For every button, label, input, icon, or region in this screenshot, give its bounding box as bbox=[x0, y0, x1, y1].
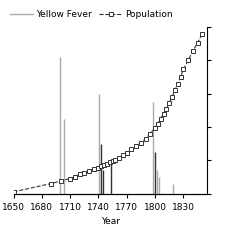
Legend: Yellow Fever, Population: Yellow Fever, Population bbox=[10, 10, 173, 19]
X-axis label: Year: Year bbox=[101, 217, 120, 225]
